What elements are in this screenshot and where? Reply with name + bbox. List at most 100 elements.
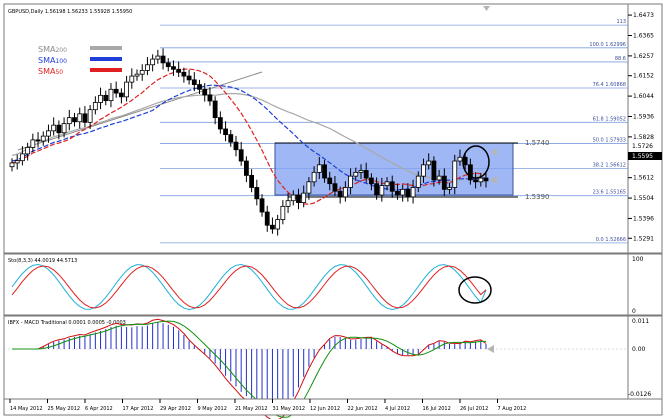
candle-body bbox=[77, 113, 83, 123]
candle-body bbox=[473, 179, 478, 183]
price-tick-label: 1.5612 bbox=[633, 175, 654, 182]
candle-body bbox=[233, 141, 239, 151]
candle-body bbox=[421, 164, 426, 177]
date-tick-label: 4 Jul 2012 bbox=[385, 406, 410, 412]
candle-body bbox=[20, 153, 25, 162]
candle-body bbox=[332, 183, 338, 192]
candle-body bbox=[51, 124, 57, 132]
date-tick-label: 31 May 2012 bbox=[273, 406, 306, 412]
candle-body bbox=[134, 73, 140, 77]
stoch-panel-frame bbox=[3, 253, 629, 316]
candle-body bbox=[87, 109, 93, 123]
fibonacci-label: 38.2 1.56612 bbox=[593, 162, 626, 168]
price-tick-label: 1.6152 bbox=[633, 73, 654, 80]
candle-body bbox=[322, 164, 327, 179]
current-price-tag bbox=[628, 152, 662, 160]
candle-body bbox=[478, 177, 484, 183]
fibonacci-label: 88.6 bbox=[615, 56, 626, 62]
candle-body bbox=[342, 187, 348, 198]
arrow-low-marker bbox=[490, 176, 497, 184]
candle-body bbox=[280, 205, 286, 220]
legend-sma50-label: SMA50 bbox=[38, 67, 63, 76]
candle-body bbox=[389, 181, 395, 192]
candle-body bbox=[160, 55, 166, 64]
candle-body bbox=[186, 75, 192, 81]
sma50-line bbox=[11, 68, 487, 205]
candle-body bbox=[483, 177, 489, 182]
candle-body bbox=[129, 75, 135, 83]
candle-body bbox=[66, 117, 72, 125]
date-tick-label: 17 Apr 2012 bbox=[123, 406, 154, 412]
candle-body bbox=[337, 190, 343, 198]
candle-body bbox=[363, 170, 369, 179]
fibonacci-levels: 113 100.0 1.62996 88.6 76.4 1.60868 61.8 1.5… bbox=[160, 19, 628, 244]
candle-body bbox=[61, 123, 67, 134]
candle-body bbox=[113, 88, 119, 94]
candle-body bbox=[405, 188, 411, 198]
fibonacci-label: 0.0 1.52666 bbox=[596, 237, 626, 243]
date-tick-label: 26 Jul 2012 bbox=[460, 406, 488, 412]
date-tick-label: 25 May 2012 bbox=[48, 406, 81, 412]
candle-body bbox=[301, 192, 307, 203]
candle-body bbox=[9, 162, 15, 168]
macd-tick-bottom: -0.0126 bbox=[628, 391, 651, 398]
legend-sma100-label: SMA100 bbox=[38, 56, 67, 65]
candle-body bbox=[46, 130, 51, 137]
candle-body bbox=[212, 100, 218, 119]
candle-body bbox=[415, 175, 421, 188]
date-tick-label: 14 May 2012 bbox=[10, 406, 43, 412]
candle-body bbox=[306, 181, 312, 194]
candle-body bbox=[181, 71, 187, 77]
candle-body bbox=[374, 183, 380, 196]
stoch-tick-0: 0 bbox=[632, 308, 636, 315]
date-tick-label: 12 Jun 2012 bbox=[310, 406, 340, 412]
candle-body bbox=[103, 94, 109, 102]
macd-signal-line bbox=[12, 320, 486, 418]
date-tick-label: 16 Jul 2012 bbox=[423, 406, 451, 412]
candle-body bbox=[249, 174, 255, 188]
stoch-signal-line bbox=[11, 265, 487, 309]
candle-body bbox=[98, 94, 103, 103]
candle-body bbox=[348, 175, 353, 188]
candle-body bbox=[275, 219, 281, 230]
candle-body bbox=[259, 198, 265, 213]
candle-body bbox=[72, 117, 77, 123]
candle-body bbox=[431, 160, 437, 181]
stoch-tick-100: 100 bbox=[632, 256, 644, 263]
candle-body bbox=[238, 149, 244, 162]
price-tick-label: 1.6257 bbox=[633, 53, 654, 60]
date-tick-label: 9 May 2012 bbox=[198, 406, 227, 412]
fibonacci-label: 61.8 1.59052 bbox=[593, 116, 626, 122]
macd-panel-frame bbox=[3, 315, 629, 400]
candle-body bbox=[118, 92, 124, 98]
candle-body bbox=[197, 84, 202, 90]
range-bottom-label: 1.5390 bbox=[525, 193, 550, 201]
fibonacci-label: 23.6 1.55165 bbox=[593, 190, 626, 196]
candle-body bbox=[426, 160, 432, 166]
macd-arrow-marker bbox=[487, 345, 494, 353]
candle-body bbox=[40, 135, 46, 142]
candle-body bbox=[35, 139, 41, 142]
candle-body bbox=[108, 88, 114, 102]
main-title: GBPUSD,Daily 1.56198 1.56233 1.55928 1.5… bbox=[8, 9, 132, 15]
candle-body bbox=[14, 160, 20, 164]
candle-body bbox=[25, 147, 31, 155]
candle-body bbox=[327, 177, 333, 185]
macd-series bbox=[4, 318, 628, 419]
macd-tick-zero: 0.00 bbox=[632, 346, 646, 353]
candle-body bbox=[202, 88, 208, 96]
candle-body bbox=[384, 181, 390, 186]
fibonacci-label: 50.0 1.57933 bbox=[593, 137, 626, 143]
candle-body bbox=[150, 58, 156, 66]
date-tick-labels: 14 May 2012 25 May 2012 6 Apr 2012 17 Apr 2… bbox=[9, 399, 526, 412]
candle-body bbox=[285, 200, 291, 207]
date-tick-label: 22 Jun 2012 bbox=[348, 406, 378, 412]
sma-legend: SMA200 SMA100 SMA50 bbox=[38, 45, 122, 76]
candle-body bbox=[467, 164, 473, 181]
arrow-mid-marker bbox=[490, 148, 497, 156]
highlight-circle bbox=[462, 145, 490, 179]
candle-body bbox=[207, 94, 213, 102]
candle-body bbox=[452, 160, 458, 188]
candle-body bbox=[270, 224, 275, 230]
